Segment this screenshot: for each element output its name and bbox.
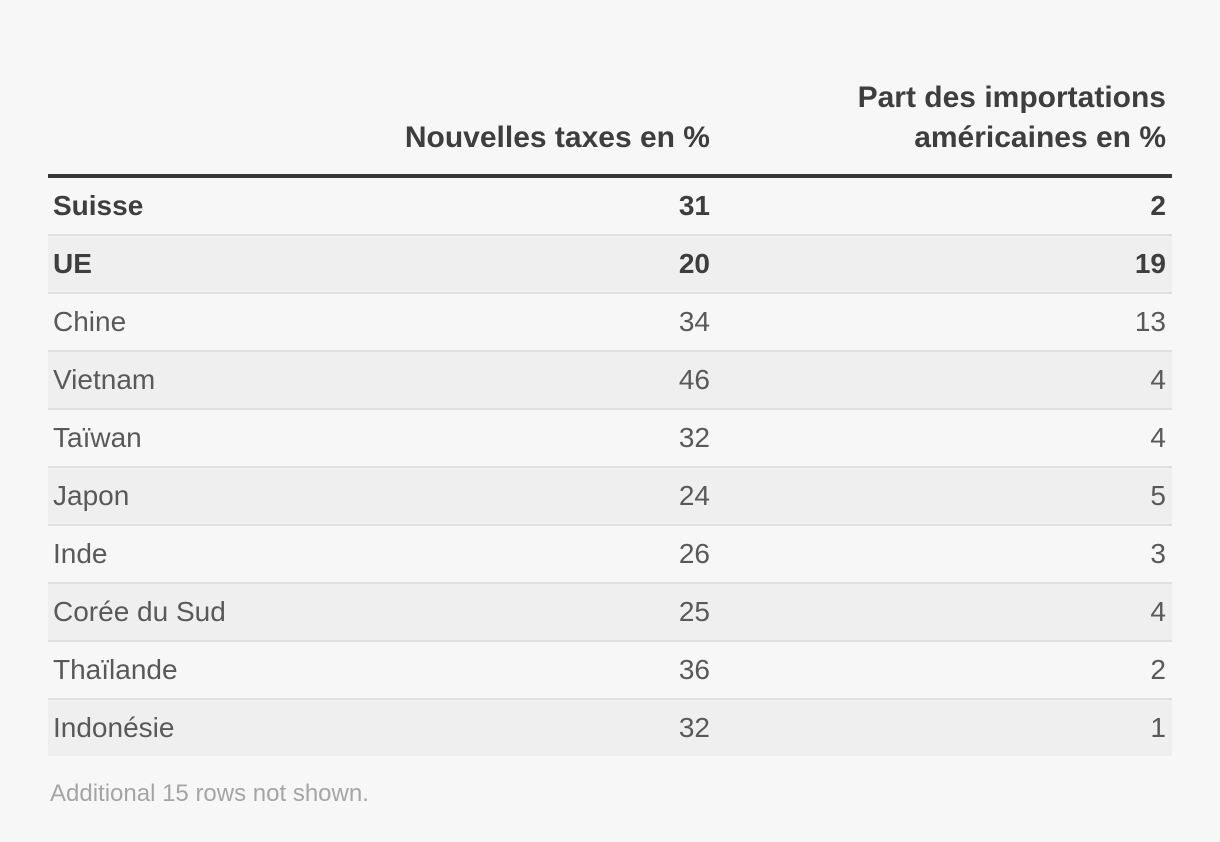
country-cell: Corée du Sud bbox=[48, 582, 388, 641]
imports-column-header: Part des importations américaines en % bbox=[710, 78, 1172, 178]
taxes-cell: 46 bbox=[388, 350, 710, 409]
table-row: Vietnam 46 4 bbox=[48, 350, 1172, 409]
table-row: Inde 26 3 bbox=[48, 524, 1172, 583]
country-cell: Japon bbox=[48, 466, 388, 525]
taxes-cell: 36 bbox=[388, 640, 710, 699]
table-row: Thaïlande 36 2 bbox=[48, 640, 1172, 699]
table-row: Chine 34 13 bbox=[48, 292, 1172, 351]
table-row: Suisse 31 2 bbox=[48, 176, 1172, 235]
country-column-header bbox=[48, 78, 388, 178]
imports-header-line2: américaines en % bbox=[914, 121, 1166, 154]
table-row: UE 20 19 bbox=[48, 234, 1172, 293]
table-row: Taïwan 32 4 bbox=[48, 408, 1172, 467]
taxes-cell: 26 bbox=[388, 524, 710, 583]
table-row: Corée du Sud 25 4 bbox=[48, 582, 1172, 641]
imports-cell: 3 bbox=[710, 524, 1172, 583]
taxes-cell: 20 bbox=[388, 234, 710, 293]
imports-cell: 4 bbox=[710, 582, 1172, 641]
imports-cell: 19 bbox=[710, 234, 1172, 293]
taxes-cell: 32 bbox=[388, 698, 710, 756]
imports-cell: 4 bbox=[710, 350, 1172, 409]
footnote: Additional 15 rows not shown. bbox=[50, 780, 369, 807]
country-cell: Thaïlande bbox=[48, 640, 388, 699]
taxes-column-header: Nouvelles taxes en % bbox=[388, 78, 710, 178]
taxes-cell: 24 bbox=[388, 466, 710, 525]
country-cell: Chine bbox=[48, 292, 388, 351]
imports-cell: 13 bbox=[710, 292, 1172, 351]
taxes-cell: 31 bbox=[678, 190, 710, 221]
tariff-table: Nouvelles taxes en % Part des importatio… bbox=[48, 78, 1172, 756]
imports-cell: 4 bbox=[710, 408, 1172, 467]
country-cell: Suisse bbox=[53, 190, 144, 221]
table-body: Suisse 31 2 UE 20 19 Chine 34 13 Vietnam 46 4 Taïwan… bbox=[48, 176, 1172, 756]
country-cell: Indonésie bbox=[48, 698, 388, 756]
imports-cell: 2 bbox=[1150, 190, 1166, 221]
imports-header-line1: Part des importations bbox=[857, 81, 1166, 114]
imports-cell: 1 bbox=[710, 698, 1172, 756]
table-row: Japon 24 5 bbox=[48, 466, 1172, 525]
country-cell: Taïwan bbox=[48, 408, 388, 467]
taxes-cell: 25 bbox=[388, 582, 710, 641]
table-row: Indonésie 32 1 bbox=[48, 698, 1172, 756]
table-chart-container: Nouvelles taxes en % Part des importatio… bbox=[48, 78, 1172, 807]
country-cell: Vietnam bbox=[48, 350, 388, 409]
imports-cell: 2 bbox=[710, 640, 1172, 699]
taxes-cell: 34 bbox=[388, 292, 710, 351]
header-row: Nouvelles taxes en % Part des importatio… bbox=[48, 78, 1172, 178]
imports-cell: 5 bbox=[710, 466, 1172, 525]
country-cell: UE bbox=[48, 234, 388, 293]
taxes-cell: 32 bbox=[388, 408, 710, 467]
country-cell: Inde bbox=[48, 524, 388, 583]
